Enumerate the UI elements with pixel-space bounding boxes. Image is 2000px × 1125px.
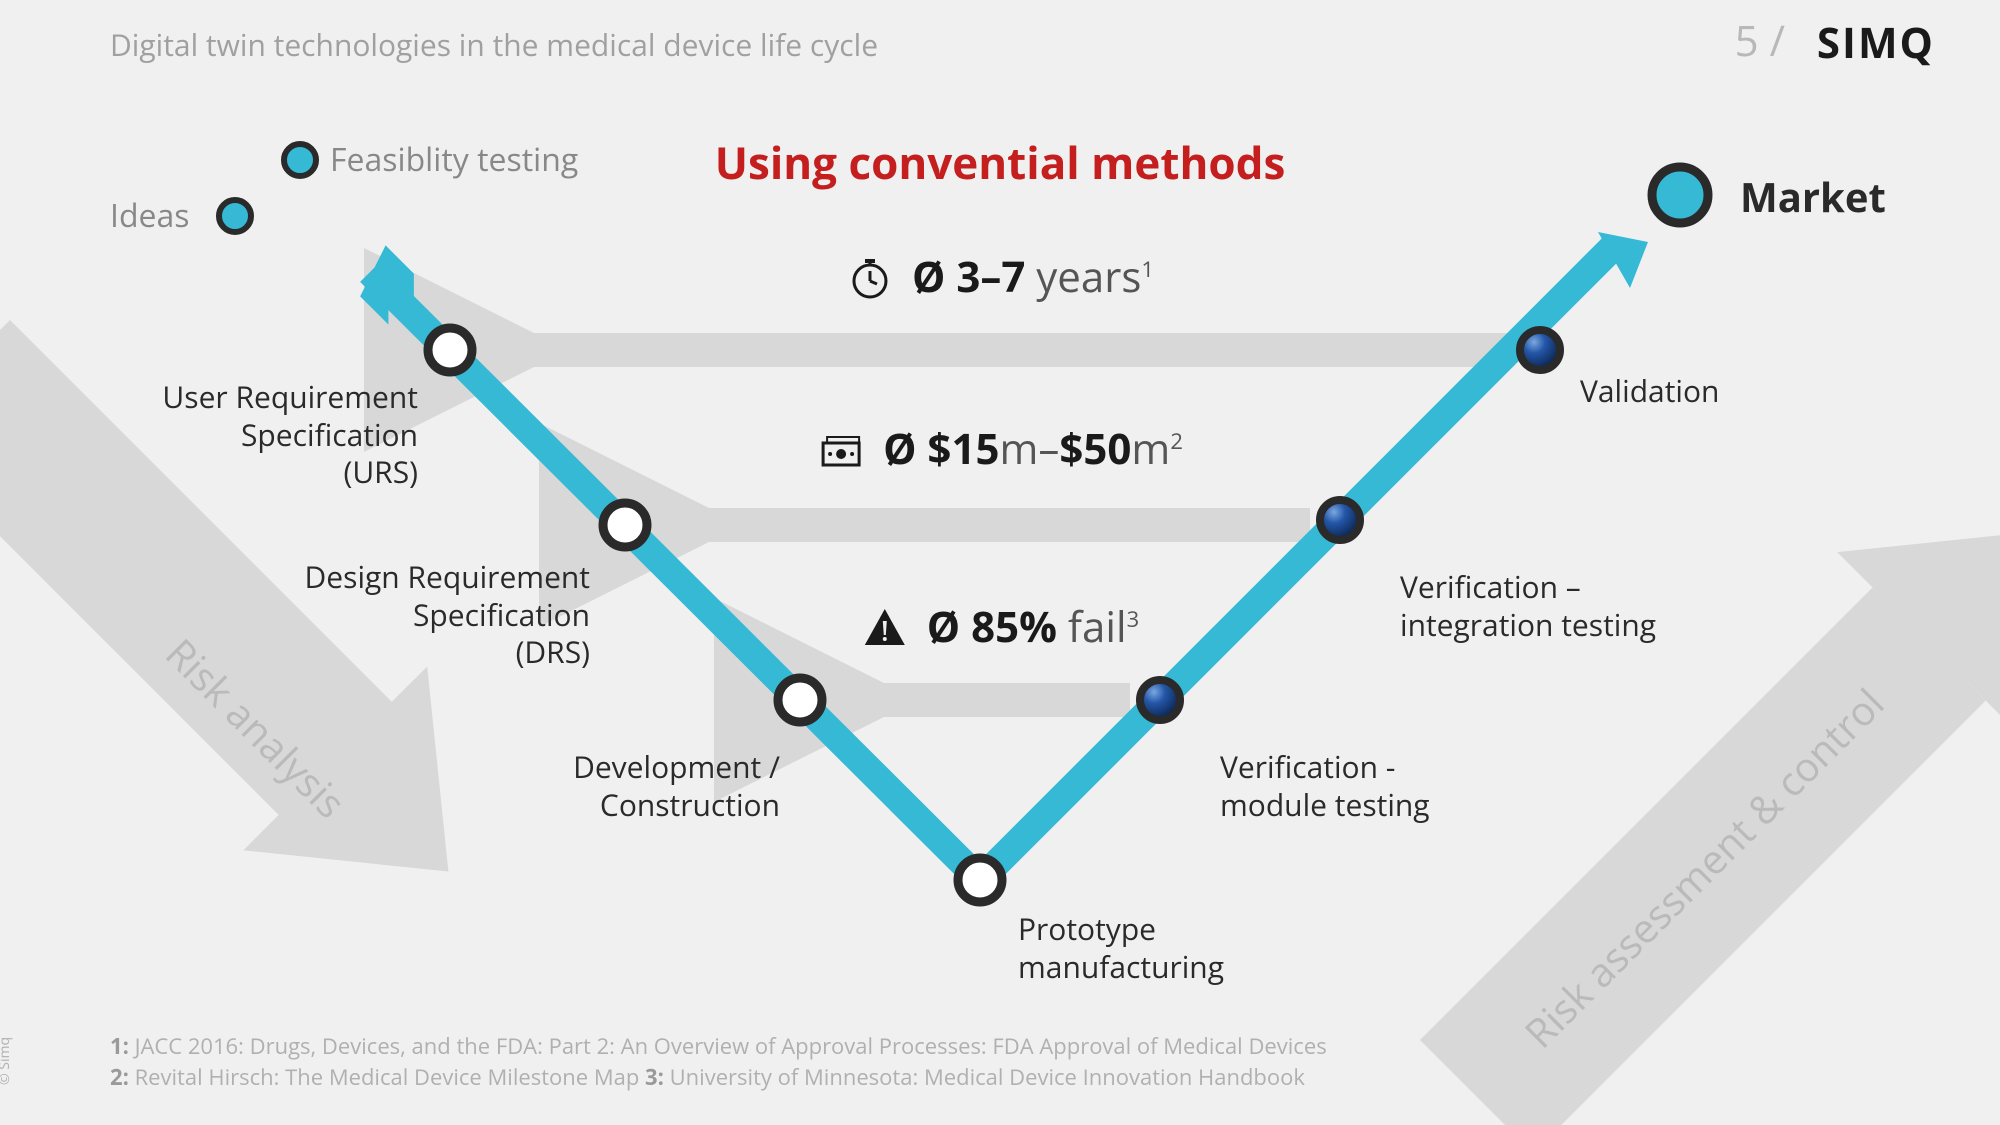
verint-label: Verification – integration testing	[1400, 568, 1656, 643]
drs-label: Design Requirement Specification (DRS)	[240, 558, 590, 671]
proto-label: Prototype manufacturing	[1018, 910, 1224, 985]
stopwatch-icon	[846, 253, 894, 301]
dev-label: Development / Construction	[540, 748, 780, 823]
logo: SIMQ	[1817, 14, 1935, 71]
vermod-label: Verification - module testing	[1220, 748, 1430, 823]
market-label: Market	[1740, 172, 1886, 222]
ideas-label: Ideas	[110, 196, 190, 236]
stat2-bold: Ø $15	[883, 420, 999, 477]
copyright: © Simq	[0, 1037, 14, 1085]
urs-label: User Requirement Specification (URS)	[98, 378, 418, 491]
slide-title: Digital twin technologies in the medical…	[110, 24, 878, 65]
stat1-light: years	[1025, 248, 1141, 305]
money-icon	[817, 425, 865, 473]
stat3-sup: 3	[1127, 604, 1140, 634]
main-title: Using convential methods	[715, 132, 1286, 192]
stat1-bold: Ø 3–7	[912, 248, 1025, 305]
stat2-mid: m–	[999, 420, 1059, 477]
feasibility-label: Feasiblity testing	[330, 140, 578, 180]
stat1-sup: 1	[1141, 254, 1154, 284]
stat-cost: Ø $15m–$50m2	[817, 420, 1183, 477]
stat3-bold: Ø 85%	[927, 598, 1057, 655]
footnotes: 1: JACC 2016: Drugs, Devices, and the FD…	[110, 1031, 1327, 1093]
warning-icon	[861, 603, 909, 651]
stat2-light: m	[1131, 420, 1170, 477]
stat-years: Ø 3–7 years1	[846, 248, 1154, 305]
stat2-bold2: $50	[1059, 420, 1131, 477]
stat3-light: fail	[1057, 598, 1127, 655]
stat2-sup: 2	[1170, 426, 1183, 456]
stat-fail: Ø 85% fail3	[861, 598, 1139, 655]
validation-label: Validation	[1580, 372, 1719, 410]
page-number: 5 /	[1735, 12, 1785, 69]
